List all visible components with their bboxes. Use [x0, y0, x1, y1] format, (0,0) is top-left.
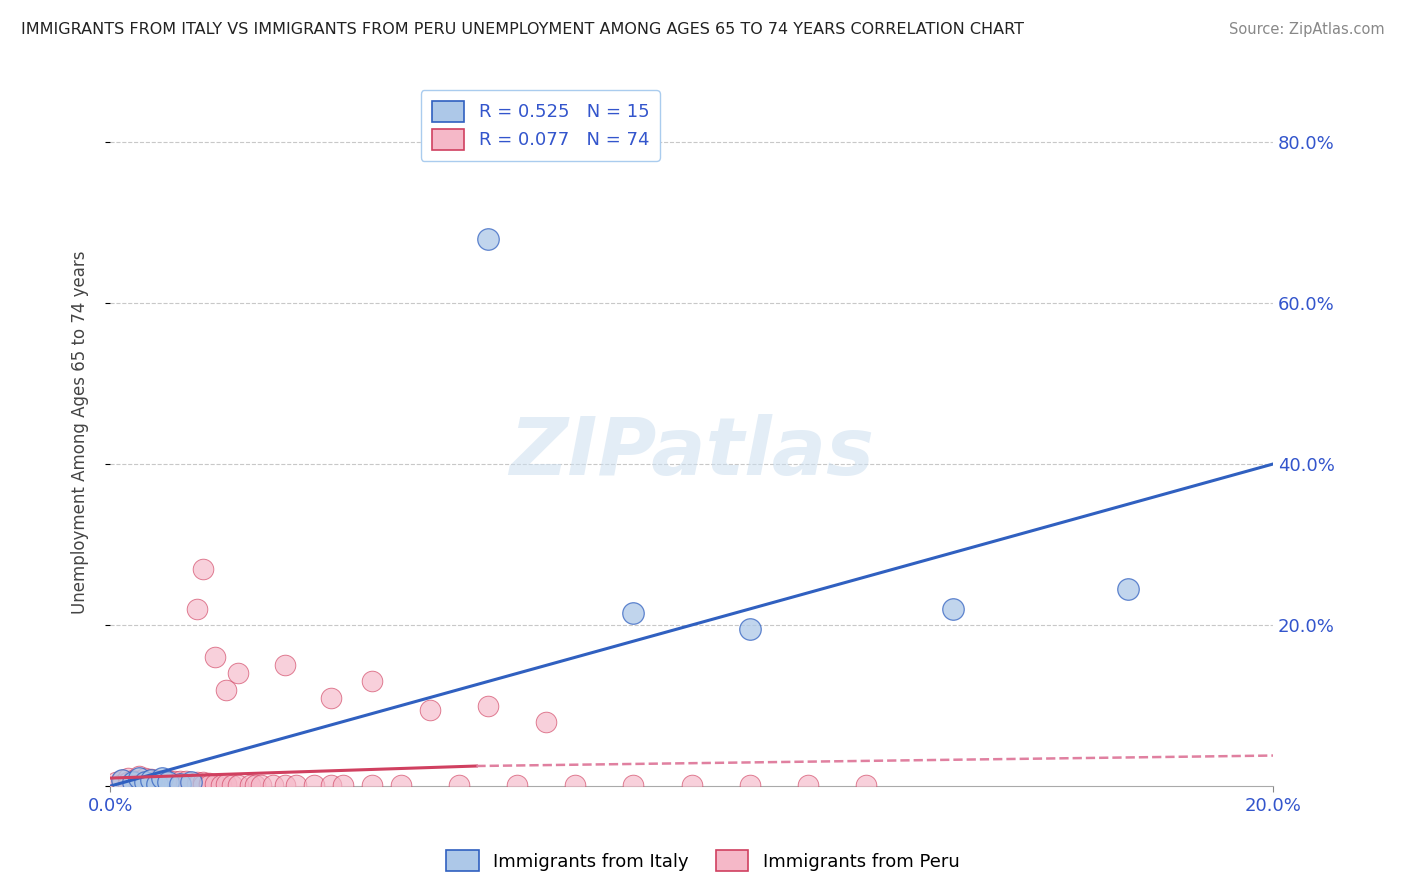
Point	[198, 778, 221, 792]
Point	[360, 778, 382, 792]
Point	[191, 562, 214, 576]
Point	[564, 778, 586, 792]
Point	[1116, 582, 1139, 596]
Point	[169, 773, 191, 788]
Point	[128, 769, 150, 783]
Point	[128, 777, 150, 791]
Point	[221, 778, 243, 792]
Point	[186, 778, 208, 792]
Point	[215, 777, 238, 791]
Point	[273, 658, 295, 673]
Point	[169, 777, 191, 791]
Point	[855, 778, 877, 792]
Point	[191, 775, 214, 789]
Point	[145, 772, 167, 787]
Point	[942, 602, 965, 616]
Point	[250, 778, 273, 792]
Point	[621, 778, 644, 792]
Point	[139, 778, 162, 792]
Point	[163, 778, 186, 792]
Point	[621, 606, 644, 620]
Point	[797, 778, 820, 792]
Point	[180, 777, 202, 791]
Point	[134, 778, 156, 792]
Point	[111, 777, 134, 791]
Point	[204, 777, 226, 791]
Point	[111, 772, 134, 787]
Point	[285, 778, 308, 792]
Point	[174, 778, 197, 792]
Point	[302, 778, 325, 792]
Point	[319, 778, 342, 792]
Point	[738, 778, 761, 792]
Point	[273, 778, 295, 792]
Point	[128, 774, 150, 789]
Point	[332, 778, 354, 792]
Text: ZIPatlas: ZIPatlas	[509, 414, 875, 492]
Point	[506, 778, 529, 792]
Point	[152, 773, 174, 788]
Point	[738, 622, 761, 636]
Point	[186, 775, 208, 789]
Point	[122, 776, 145, 790]
Point	[534, 714, 557, 729]
Legend: R = 0.525   N = 15, R = 0.077   N = 74: R = 0.525 N = 15, R = 0.077 N = 74	[420, 90, 659, 161]
Point	[191, 778, 214, 792]
Text: IMMIGRANTS FROM ITALY VS IMMIGRANTS FROM PERU UNEMPLOYMENT AMONG AGES 65 TO 74 Y: IMMIGRANTS FROM ITALY VS IMMIGRANTS FROM…	[21, 22, 1024, 37]
Point	[204, 650, 226, 665]
Point	[117, 771, 139, 785]
Point	[128, 771, 150, 785]
Point	[245, 778, 267, 792]
Point	[157, 772, 180, 787]
Y-axis label: Unemployment Among Ages 65 to 74 years: Unemployment Among Ages 65 to 74 years	[72, 250, 89, 614]
Point	[134, 775, 156, 789]
Point	[111, 772, 134, 787]
Point	[447, 778, 470, 792]
Point	[174, 774, 197, 789]
Point	[360, 674, 382, 689]
Point	[262, 778, 284, 792]
Point	[104, 775, 127, 789]
Legend: Immigrants from Italy, Immigrants from Peru: Immigrants from Italy, Immigrants from P…	[439, 843, 967, 879]
Point	[239, 778, 262, 792]
Point	[319, 690, 342, 705]
Point	[180, 775, 202, 789]
Point	[477, 698, 499, 713]
Point	[226, 666, 249, 681]
Point	[122, 778, 145, 792]
Point	[128, 778, 150, 792]
Point	[152, 771, 174, 785]
Point	[122, 775, 145, 789]
Point	[198, 776, 221, 790]
Point	[157, 778, 180, 792]
Point	[681, 778, 703, 792]
Point	[145, 777, 167, 791]
Point	[117, 778, 139, 792]
Point	[134, 775, 156, 789]
Point	[134, 771, 156, 785]
Point	[477, 231, 499, 245]
Point	[389, 778, 412, 792]
Point	[163, 774, 186, 789]
Text: Source: ZipAtlas.com: Source: ZipAtlas.com	[1229, 22, 1385, 37]
Point	[145, 776, 167, 790]
Point	[157, 775, 180, 789]
Point	[215, 682, 238, 697]
Point	[419, 703, 441, 717]
Point	[122, 772, 145, 787]
Point	[152, 777, 174, 791]
Point	[117, 775, 139, 789]
Point	[209, 778, 232, 792]
Point	[139, 772, 162, 786]
Point	[139, 772, 162, 787]
Point	[226, 778, 249, 792]
Point	[145, 778, 167, 792]
Point	[139, 776, 162, 790]
Point	[186, 602, 208, 616]
Point	[169, 778, 191, 792]
